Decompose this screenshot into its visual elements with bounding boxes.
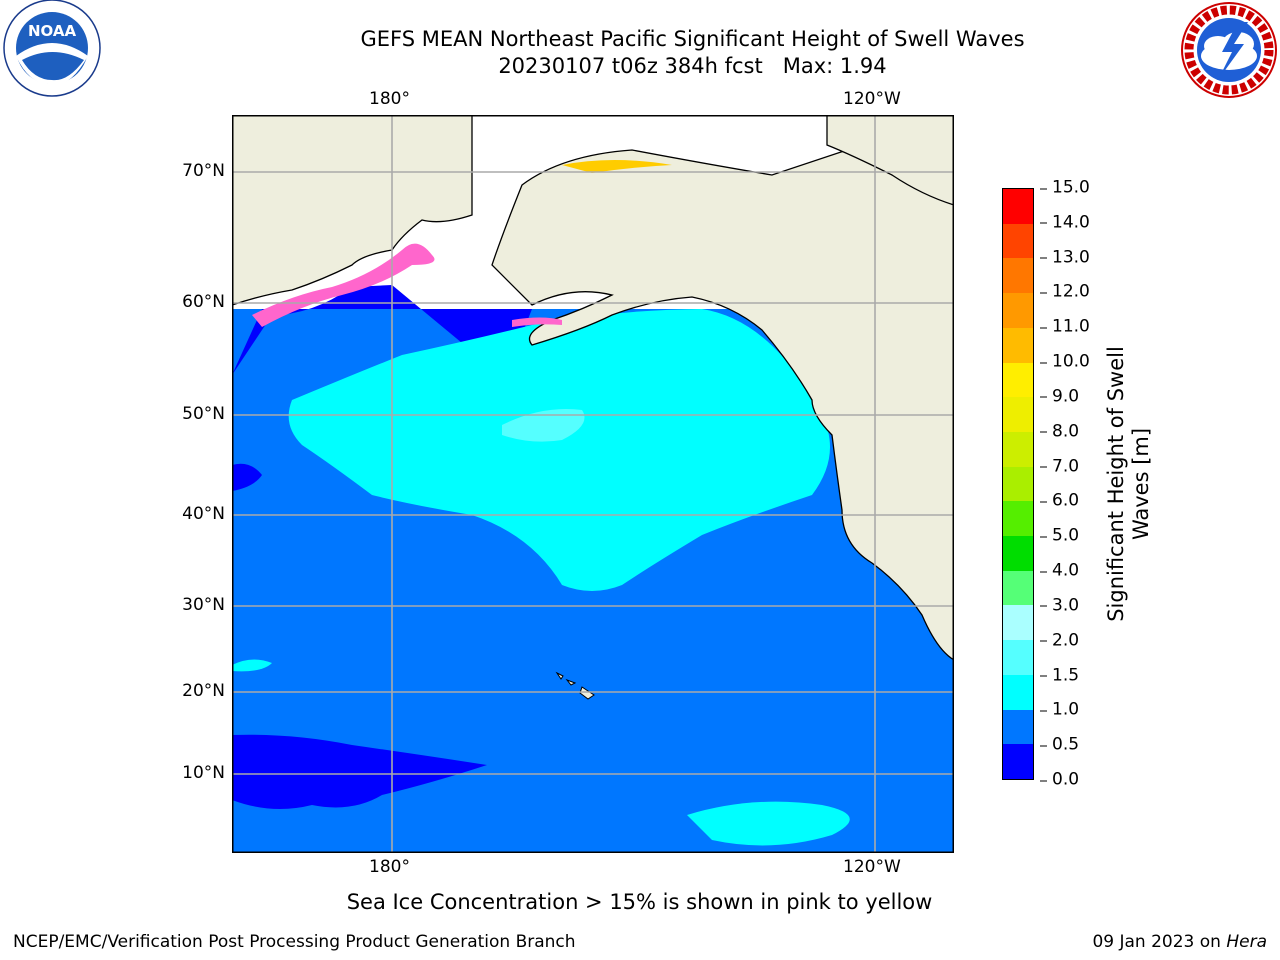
swell-zone-low-west [232, 463, 262, 491]
colorbar-segment [1003, 223, 1033, 259]
colorbar-tick-label: 1.0 [1040, 701, 1079, 719]
colorbar-tick-label: 3.0 [1040, 597, 1079, 614]
land-russia [232, 115, 473, 306]
colorbar-segment [1003, 640, 1033, 675]
colorbar-tick-label: 7.0 [1040, 458, 1079, 475]
nws-logo [1181, 2, 1277, 98]
lon-label-top-180: 180° [369, 89, 410, 109]
sea-ice-note: Sea Ice Concentration > 15% is shown in … [346, 890, 933, 914]
colorbar-tick-label: 13.0 [1040, 249, 1090, 266]
swell-zone-cyan-main [288, 309, 831, 591]
footer-credit: NCEP/EMC/Verification Post Processing Pr… [13, 932, 576, 952]
graticule [232, 115, 954, 853]
swell-height-map [232, 115, 954, 853]
footer-date-text: 09 Jan 2023 on [1092, 932, 1227, 952]
title-line-2: 20230107 t06z 384h fcst Max: 1.94 [498, 54, 887, 78]
colorbar-label-line-2: Waves [m] [1129, 427, 1153, 541]
colorbar-segment [1003, 258, 1033, 294]
footer-machine: Hera [1226, 932, 1267, 952]
title-line-1: GEFS MEAN Northeast Pacific Significant … [360, 27, 1025, 51]
colorbar-tick-label: 1.5 [1040, 667, 1079, 684]
lat-label-20n: 20°N [182, 681, 225, 701]
colorbar-tick-label: 14.0 [1040, 214, 1090, 231]
footer-date: 09 Jan 2023 on Hera [1092, 932, 1267, 952]
colorbar-segment [1003, 431, 1033, 467]
colorbar-tick-label: 9.0 [1040, 388, 1079, 405]
colorbar-segment [1003, 293, 1033, 328]
colorbar-tick-label: 2.0 [1040, 632, 1079, 649]
colorbar-segment [1003, 744, 1033, 779]
colorbar-segment [1003, 501, 1033, 537]
colorbar-tick-label: 8.0 [1040, 423, 1079, 440]
lat-label-30n: 30°N [182, 595, 225, 615]
lat-label-40n: 40°N [182, 504, 225, 524]
lat-label-70n: 70°N [182, 161, 225, 181]
sea-ice-bering [252, 243, 435, 327]
lat-label-10n: 10°N [182, 763, 225, 783]
colorbar-segment [1003, 570, 1033, 606]
lon-label-top-120w: 120°W [843, 89, 901, 109]
colorbar-segment [1003, 709, 1033, 745]
lat-label-50n: 50°N [182, 404, 225, 424]
colorbar-tick-label: 5.0 [1040, 527, 1079, 545]
colorbar-segment [1003, 397, 1033, 432]
noaa-logo: NOAA [3, 0, 101, 97]
colorbar-tick-label: 10.0 [1040, 353, 1090, 371]
colorbar-segment [1003, 327, 1033, 363]
colorbar-tick-label: 4.0 [1040, 562, 1079, 580]
colorbar-ticks: 15.0 14.0 13.0 12.0 11.0 10.0 9.0 8.0 7.0 6.0 5.0 4… [1040, 179, 1100, 788]
colorbar-segment [1003, 466, 1033, 502]
lon-label-bottom-120w: 120°W [843, 857, 901, 877]
noaa-logo-text: NOAA [28, 22, 77, 40]
colorbar-segment [1003, 674, 1033, 710]
colorbar-tick-label: 0.0 [1040, 771, 1079, 789]
colorbar-tick-label: 15.0 [1040, 179, 1090, 197]
colorbar-segment [1003, 189, 1033, 224]
land-north-america [491, 124, 954, 661]
colorbar-label: Significant Height of Swell Waves [m] [1104, 346, 1154, 622]
colorbar-label-line-1: Significant Height of Swell [1104, 346, 1128, 622]
colorbar-tick-label: 11.0 [1040, 318, 1090, 336]
swell-zone-low-tropics [232, 734, 487, 809]
colorbar-tick-label: 6.0 [1040, 492, 1079, 510]
chart-title: GEFS MEAN Northeast Pacific Significant … [200, 26, 1185, 80]
colorbar-segment [1003, 536, 1033, 571]
colorbar-segment [1003, 605, 1033, 641]
swell-zone-cyan-core [502, 409, 585, 442]
colorbar [1002, 188, 1034, 780]
colorbar-tick-label: 0.5 [1040, 736, 1079, 754]
lon-label-bottom-180: 180° [369, 857, 410, 877]
colorbar-segment [1003, 362, 1033, 398]
colorbar-tick-label: 12.0 [1040, 283, 1090, 301]
lat-label-60n: 60°N [182, 292, 225, 312]
